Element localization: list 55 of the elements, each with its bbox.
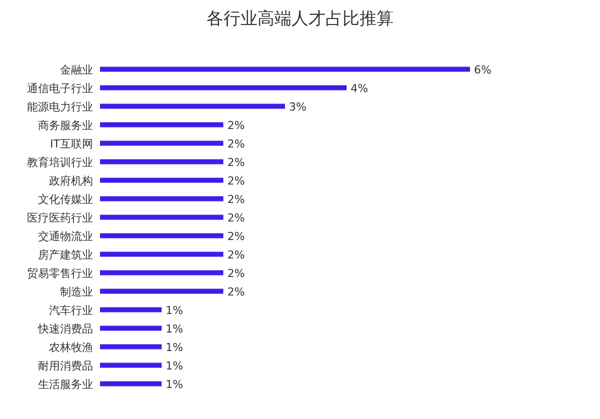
y-tick-label: 医疗医药行业 bbox=[27, 211, 93, 224]
y-tick-label: 房产建筑业 bbox=[38, 248, 93, 262]
bar bbox=[100, 104, 285, 109]
bar bbox=[100, 66, 470, 72]
y-tick-label: 金融业 bbox=[60, 63, 93, 76]
data-label: 2% bbox=[227, 137, 245, 150]
y-tick-label: 快速消费品 bbox=[37, 322, 93, 336]
y-tick-label: IT互联网 bbox=[50, 137, 93, 150]
bar bbox=[100, 326, 162, 331]
data-label: 1% bbox=[166, 378, 184, 391]
data-label: 2% bbox=[227, 211, 245, 224]
data-label: 2% bbox=[227, 285, 245, 298]
data-label: 2% bbox=[227, 248, 245, 262]
y-tick-label: 能源电力行业 bbox=[27, 100, 93, 114]
bar bbox=[100, 122, 224, 128]
bar bbox=[100, 288, 224, 294]
bar bbox=[100, 252, 224, 257]
data-label: 4% bbox=[350, 82, 368, 95]
y-tick-label: 耐用消费品 bbox=[38, 359, 93, 372]
y-tick-label: 教育培训行业 bbox=[27, 156, 93, 169]
bar bbox=[100, 362, 162, 368]
data-label: 2% bbox=[227, 174, 245, 188]
data-label: 2% bbox=[227, 192, 245, 206]
y-tick-label: 生活服务业 bbox=[38, 378, 93, 391]
bar bbox=[100, 178, 224, 183]
y-tick-label: 商务服务业 bbox=[38, 118, 93, 132]
data-label: 2% bbox=[227, 118, 245, 132]
bar bbox=[100, 270, 224, 276]
y-tick-label: 农林牧渔 bbox=[49, 340, 93, 354]
y-tick-label: 交通物流业 bbox=[38, 230, 93, 243]
bar bbox=[100, 233, 224, 238]
data-label: 6% bbox=[474, 63, 492, 76]
data-label: 1% bbox=[166, 340, 184, 354]
bar bbox=[100, 381, 162, 386]
data-label: 1% bbox=[166, 359, 184, 372]
y-tick-label: 政府机构 bbox=[49, 174, 93, 188]
data-label: 2% bbox=[227, 266, 245, 280]
data-label: 2% bbox=[227, 156, 245, 169]
y-tick-label: 通信电子行业 bbox=[27, 82, 93, 95]
chart-title: 各行业高端人才占比推算 bbox=[206, 9, 394, 29]
y-tick-label: 制造业 bbox=[60, 285, 93, 298]
bar bbox=[100, 307, 162, 312]
bar bbox=[100, 344, 162, 350]
bar bbox=[100, 159, 224, 164]
data-label: 1% bbox=[166, 322, 184, 336]
y-tick-label: 汽车行业 bbox=[49, 304, 93, 317]
bar bbox=[100, 214, 224, 220]
data-label: 2% bbox=[227, 230, 245, 243]
y-tick-label: 贸易零售行业 bbox=[27, 266, 93, 280]
bar bbox=[100, 196, 224, 202]
y-tick-label: 文化传媒业 bbox=[38, 192, 93, 206]
data-label: 3% bbox=[289, 100, 306, 114]
bar bbox=[100, 85, 347, 90]
bar bbox=[100, 140, 224, 146]
data-label: 1% bbox=[166, 304, 184, 317]
